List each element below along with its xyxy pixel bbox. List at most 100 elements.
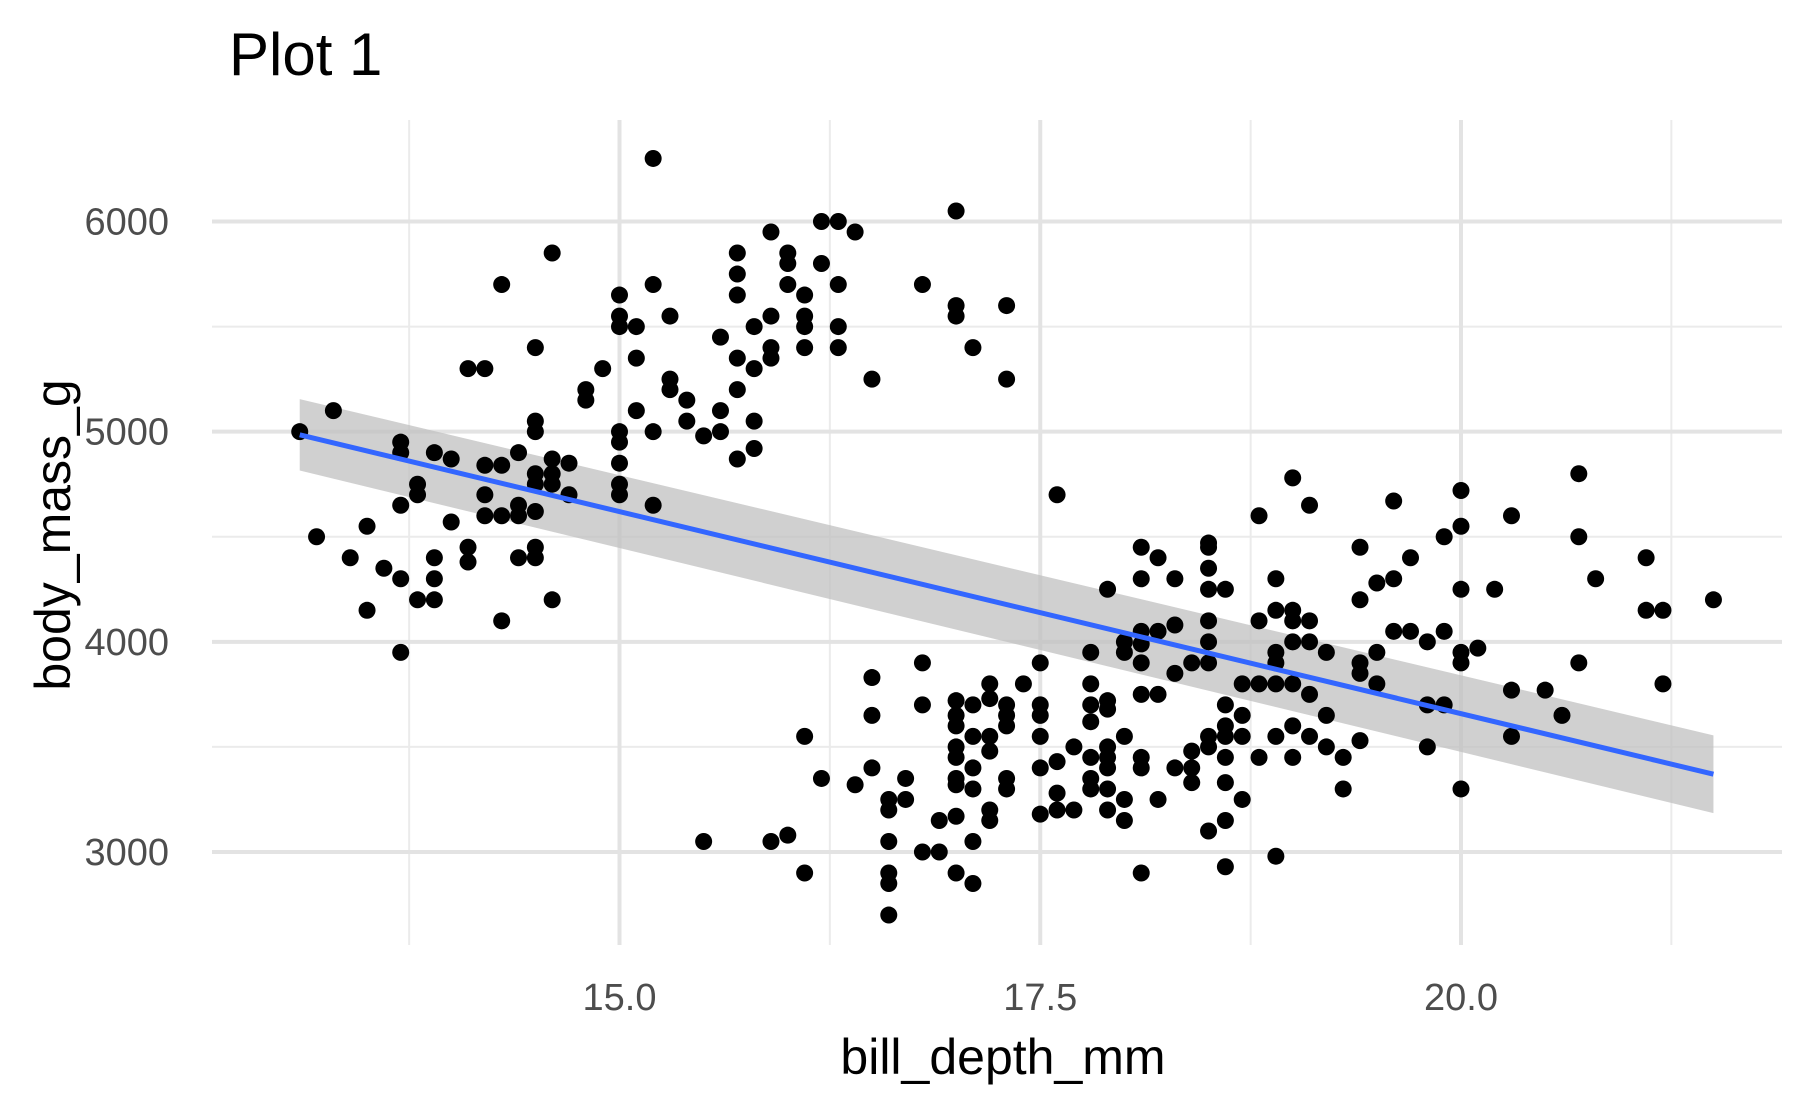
data-point: [846, 776, 864, 794]
data-point: [644, 276, 662, 294]
data-point: [1132, 538, 1150, 556]
y-tick-label: 6000: [84, 202, 169, 244]
data-point: [880, 906, 898, 924]
data-point: [728, 450, 746, 468]
data-point: [1317, 738, 1335, 756]
data-point: [695, 832, 713, 850]
data-point: [1183, 759, 1201, 777]
data-point: [1486, 580, 1504, 598]
data-point: [1149, 622, 1167, 640]
data-point: [1418, 738, 1436, 756]
data-point: [1132, 570, 1150, 588]
data-point: [611, 433, 628, 451]
data-point: [611, 286, 628, 304]
data-point: [459, 538, 477, 556]
data-point: [526, 339, 544, 357]
y-tick-label: 5000: [84, 412, 169, 454]
data-point: [543, 450, 561, 468]
data-point: [981, 727, 999, 745]
data-point: [1216, 774, 1234, 792]
data-point: [863, 706, 881, 724]
data-point: [1250, 507, 1268, 525]
data-point: [1385, 622, 1403, 640]
data-point: [812, 255, 830, 273]
data-point: [1284, 469, 1302, 487]
data-point: [913, 654, 931, 672]
data-point: [1166, 759, 1184, 777]
data-point: [392, 496, 410, 514]
data-point: [863, 759, 881, 777]
data-point: [308, 528, 326, 546]
data-point: [1082, 675, 1100, 693]
data-point: [560, 454, 578, 472]
y-axis-label: body_mass_g: [25, 379, 81, 690]
data-point: [964, 875, 982, 893]
data-point: [846, 223, 864, 241]
data-point: [981, 675, 999, 693]
data-point: [1183, 742, 1201, 760]
data-point: [1402, 622, 1420, 640]
data-point: [728, 381, 746, 399]
data-point: [762, 349, 780, 367]
data-point: [745, 412, 763, 430]
data-point: [644, 496, 662, 514]
data-point: [796, 318, 814, 336]
data-point: [1031, 706, 1049, 724]
data-point: [392, 643, 410, 661]
data-point: [796, 286, 814, 304]
data-point: [493, 612, 511, 630]
data-point: [1149, 685, 1167, 703]
data-point: [1216, 811, 1234, 829]
data-point: [779, 276, 797, 294]
data-point: [1368, 643, 1386, 661]
data-point: [510, 507, 528, 525]
data-point: [1704, 591, 1722, 609]
data-point: [526, 503, 544, 521]
data-point: [1216, 748, 1234, 766]
data-point: [1132, 654, 1150, 672]
data-point: [1200, 538, 1218, 556]
data-point: [409, 591, 427, 609]
data-point: [1284, 675, 1302, 693]
axis-ticks: 15.0 17.5 20.0 3000 4000 5000 6000: [84, 202, 1498, 1020]
data-point: [1570, 654, 1588, 672]
data-point: [425, 591, 443, 609]
data-point: [947, 807, 965, 825]
data-point: [1452, 580, 1470, 598]
data-point: [627, 318, 645, 336]
data-point: [1553, 706, 1571, 724]
data-points: [291, 149, 1722, 924]
data-point: [964, 832, 982, 850]
data-point: [863, 370, 881, 388]
data-point: [1031, 759, 1049, 777]
data-point: [476, 456, 494, 474]
data-point: [1317, 706, 1335, 724]
data-point: [947, 717, 965, 735]
data-point: [1267, 675, 1285, 693]
data-point: [1334, 748, 1352, 766]
data-point: [1267, 727, 1285, 745]
data-point: [375, 559, 393, 577]
data-point: [611, 454, 628, 472]
data-point: [947, 692, 965, 710]
data-point: [964, 727, 982, 745]
data-point: [358, 517, 376, 535]
data-point: [1250, 748, 1268, 766]
data-point: [1082, 643, 1100, 661]
data-point: [829, 276, 847, 294]
data-point: [1284, 612, 1302, 630]
data-point: [930, 843, 948, 861]
data-point: [728, 265, 746, 283]
data-point: [459, 553, 477, 571]
data-point: [1200, 633, 1218, 651]
data-point: [1570, 465, 1588, 483]
data-point: [442, 450, 460, 468]
data-point: [695, 427, 713, 445]
data-point: [1014, 675, 1032, 693]
data-point: [1183, 774, 1201, 792]
data-point: [1166, 570, 1184, 588]
data-point: [711, 328, 729, 346]
data-point: [392, 570, 410, 588]
data-point: [1368, 574, 1386, 592]
